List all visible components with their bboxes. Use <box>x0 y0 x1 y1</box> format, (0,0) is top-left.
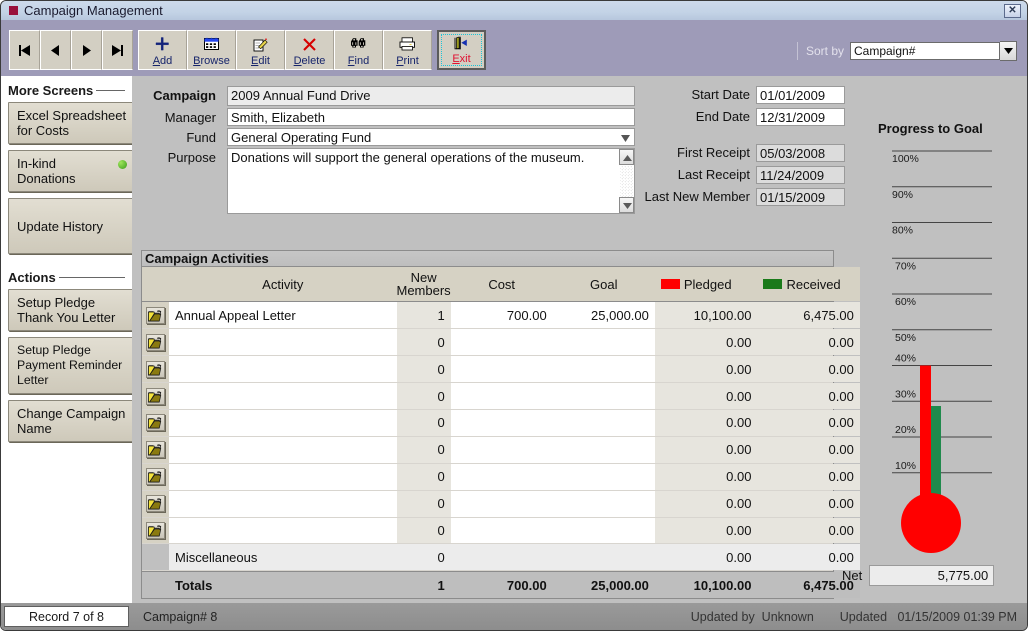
svg-text:10%: 10% <box>895 460 916 472</box>
svg-text:100%: 100% <box>892 153 919 165</box>
svg-text:20%: 20% <box>895 424 916 436</box>
svg-text:90%: 90% <box>892 189 913 201</box>
svg-text:80%: 80% <box>892 225 913 237</box>
svg-text:30%: 30% <box>895 388 916 400</box>
svg-text:70%: 70% <box>895 260 916 272</box>
svg-text:60%: 60% <box>895 296 916 308</box>
svg-text:50%: 50% <box>895 332 916 344</box>
svg-text:40%: 40% <box>895 353 916 365</box>
